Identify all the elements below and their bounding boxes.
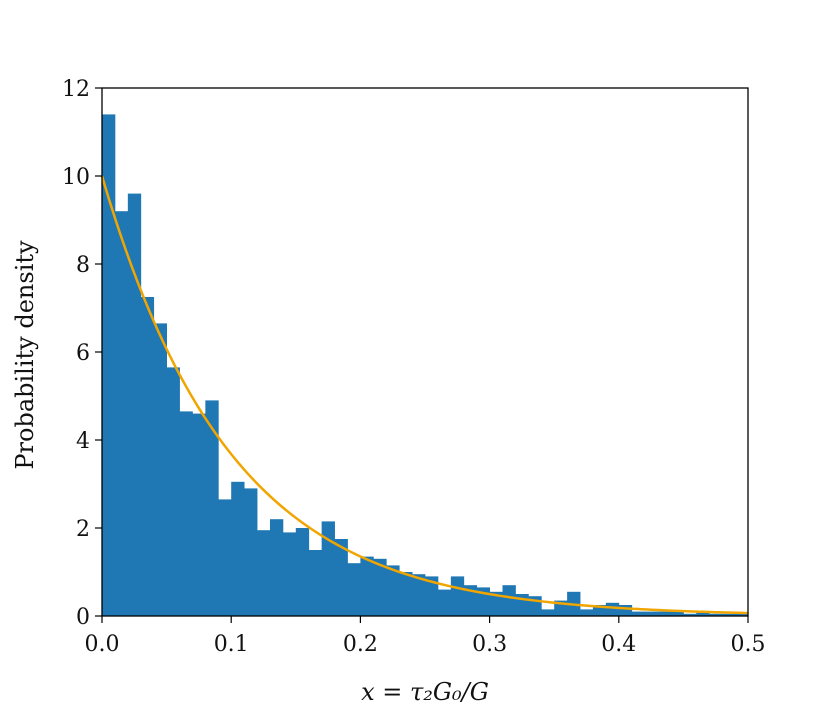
histogram-bar	[334, 539, 348, 616]
x-tick-label: 0.4	[601, 632, 636, 657]
histogram-bar	[102, 114, 116, 617]
histogram-bar	[386, 565, 400, 616]
histogram-bar	[502, 585, 516, 616]
y-tick-label: 6	[76, 341, 90, 366]
histogram-bar	[257, 530, 271, 616]
y-axis-label: Probability density	[11, 240, 39, 470]
histogram-bar	[696, 611, 710, 616]
y-tick-label: 2	[76, 517, 90, 542]
y-tick-label: 12	[62, 77, 90, 102]
x-axis-ticks: 0.0 0.1 0.2 0.3 0.4 0.5	[85, 616, 766, 657]
histogram-bar	[670, 611, 684, 616]
histogram-bar	[450, 576, 465, 616]
y-tick-label: 8	[76, 253, 90, 278]
y-tick-label: 0	[76, 605, 90, 630]
histogram-bar	[541, 609, 555, 616]
histogram-bar	[179, 411, 193, 616]
histogram-bar	[735, 613, 749, 616]
histogram-bar	[489, 591, 503, 616]
histogram-bars	[102, 114, 749, 617]
histogram-bar	[192, 413, 206, 616]
y-axis-ticks: 0 2 4 6 8 10 12	[62, 77, 102, 630]
histogram-bar	[347, 563, 361, 616]
histogram-bar	[683, 613, 697, 616]
histogram-bar	[425, 576, 439, 616]
histogram-bar	[618, 605, 633, 616]
histogram-bar	[140, 297, 155, 616]
x-axis-label: x = τ₂G₀/G	[361, 678, 489, 706]
histogram-bar	[631, 611, 646, 616]
histogram-bar	[644, 611, 658, 616]
x-tick-label: 0.0	[85, 632, 120, 657]
histogram-bar	[282, 532, 297, 616]
histogram-bar	[308, 550, 323, 616]
histogram-bar	[321, 521, 335, 616]
histogram-bar	[437, 589, 452, 616]
histogram-bar	[605, 602, 620, 616]
histogram-bar	[360, 556, 374, 616]
histogram-bar	[373, 558, 387, 616]
histogram-bar	[295, 528, 310, 616]
histogram-bar	[412, 574, 426, 616]
histogram-bar	[166, 367, 180, 616]
histogram-bar	[153, 323, 167, 616]
x-tick-label: 0.3	[472, 632, 507, 657]
histogram-bar	[205, 400, 219, 616]
histogram-bar	[722, 613, 736, 616]
histogram-bar	[114, 211, 129, 616]
histogram-bar	[127, 193, 142, 616]
histogram-bar	[269, 519, 284, 616]
y-tick-label: 4	[76, 429, 90, 454]
histogram-bar	[399, 572, 413, 616]
histogram-bar	[709, 613, 723, 616]
x-tick-label: 0.1	[214, 632, 249, 657]
histogram-bar	[592, 605, 607, 616]
histogram-bar	[231, 481, 245, 616]
histogram-bar	[244, 488, 258, 616]
x-tick-label: 0.5	[731, 632, 766, 657]
fit-curve	[100, 175, 749, 615]
y-tick-label: 10	[62, 165, 90, 190]
x-tick-label: 0.2	[343, 632, 378, 657]
histogram-bar	[657, 611, 671, 616]
histogram-bar	[218, 499, 232, 616]
histogram-bar	[463, 585, 478, 616]
histogram-bar	[580, 609, 594, 616]
